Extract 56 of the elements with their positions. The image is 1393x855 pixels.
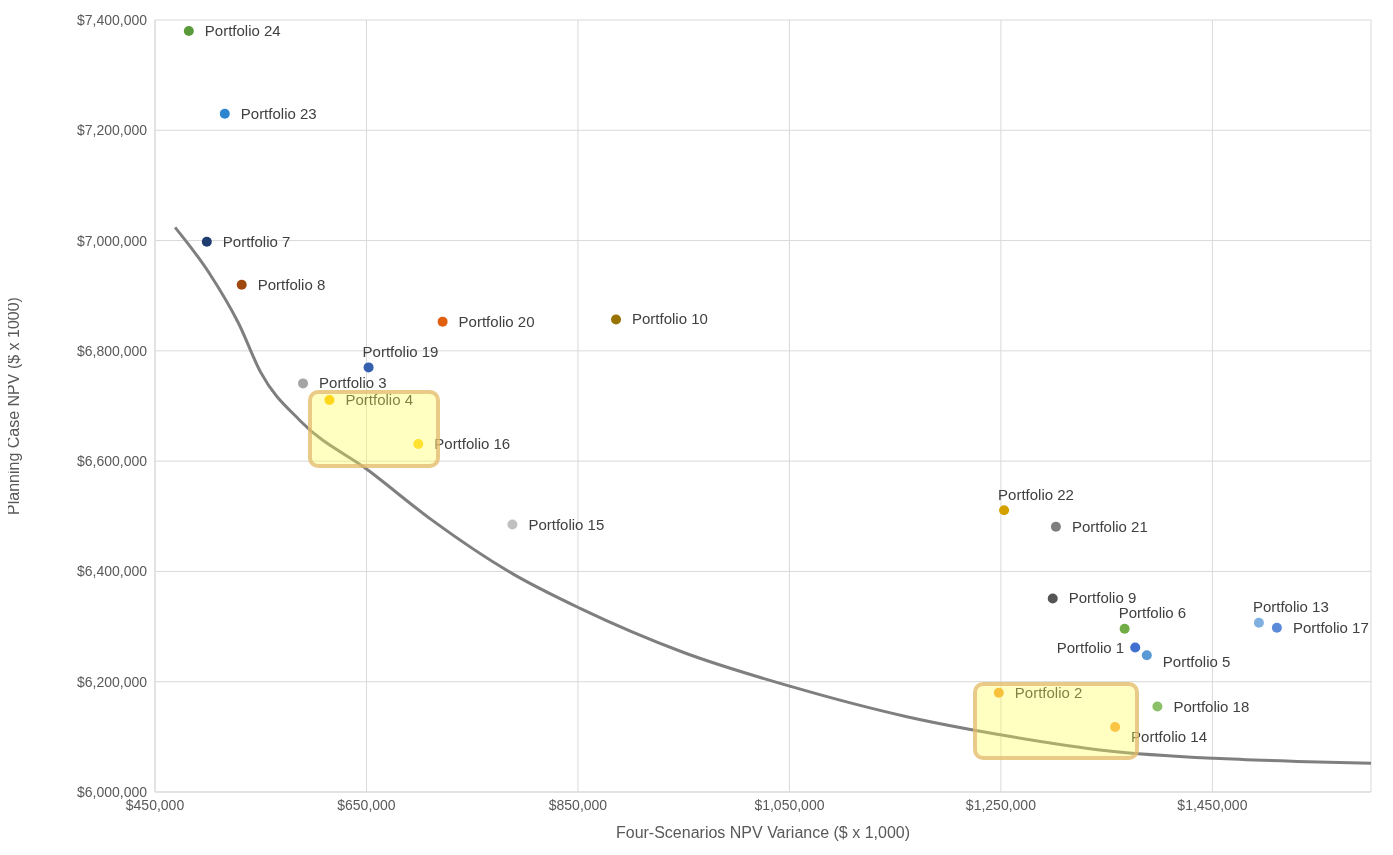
series-label: Portfolio 1 [1056, 638, 1125, 656]
series-label: Portfolio 23 [240, 104, 317, 122]
point [1130, 642, 1141, 653]
point [1047, 593, 1058, 604]
y-tick-label: $6,200,000 [76, 673, 148, 690]
point [324, 394, 335, 405]
point [413, 439, 424, 450]
series-label: Portfolio 21 [1071, 517, 1148, 535]
x-tick-label: $1,450,000 [1177, 796, 1248, 813]
series-label: Portfolio 5 [1162, 653, 1231, 671]
series-label: Portfolio 8 [257, 275, 326, 293]
y-tick-label: $6,400,000 [76, 563, 148, 580]
point [363, 362, 374, 373]
series-label: Portfolio 18 [1173, 697, 1250, 715]
series-label: Portfolio 4 [345, 390, 414, 408]
line-series [173, 225, 1371, 765]
point [611, 314, 622, 325]
x-tick-label: $650,000 [337, 796, 396, 813]
x-tick-label: $1,250,000 [965, 796, 1037, 813]
y-tick-label: $6,800,000 [76, 342, 148, 359]
point [1050, 521, 1061, 532]
point [201, 236, 212, 247]
point [1141, 650, 1152, 661]
point [1110, 721, 1121, 732]
series-label: Portfolio 7 [222, 232, 291, 250]
x-tick-label: $850,000 [548, 796, 608, 813]
y-tick-label: $7,200,000 [76, 122, 148, 139]
series-label: Portfolio 2 [1014, 683, 1083, 701]
series-label: Portfolio 20 [458, 312, 535, 330]
x-tick-label: $1,050,000 [754, 796, 825, 813]
y-tick-label: $7,400,000 [76, 11, 148, 28]
series-label: Portfolio 9 [1068, 589, 1137, 607]
point [437, 316, 448, 327]
point [298, 378, 309, 389]
series-label: Portfolio 10 [632, 310, 708, 328]
series-label: Portfolio 24 [204, 22, 281, 40]
series-label: Portfolio 17 [1292, 618, 1369, 636]
point [1119, 623, 1130, 634]
series-label: Portfolio 6 [1118, 604, 1187, 622]
point [993, 687, 1004, 698]
point [507, 519, 518, 530]
point [1152, 701, 1163, 712]
x-axis-title: Four-Scenarios NPV Variance ($ x 1,000) [615, 824, 911, 841]
y-tick-label: $7,000,000 [76, 232, 148, 249]
point [1253, 617, 1264, 628]
point [236, 279, 247, 290]
series-label: Portfolio 22 [998, 485, 1074, 503]
point [999, 505, 1010, 516]
series-label: Portfolio 13 [1252, 598, 1329, 616]
series-label: Portfolio 15 [528, 515, 605, 533]
series-label: Portfolio 3 [319, 374, 387, 392]
point [219, 108, 230, 119]
point [183, 26, 194, 37]
y-tick-label: $6,600,000 [76, 453, 148, 470]
series-label: Portfolio 19 [362, 342, 439, 360]
point [1271, 622, 1282, 633]
